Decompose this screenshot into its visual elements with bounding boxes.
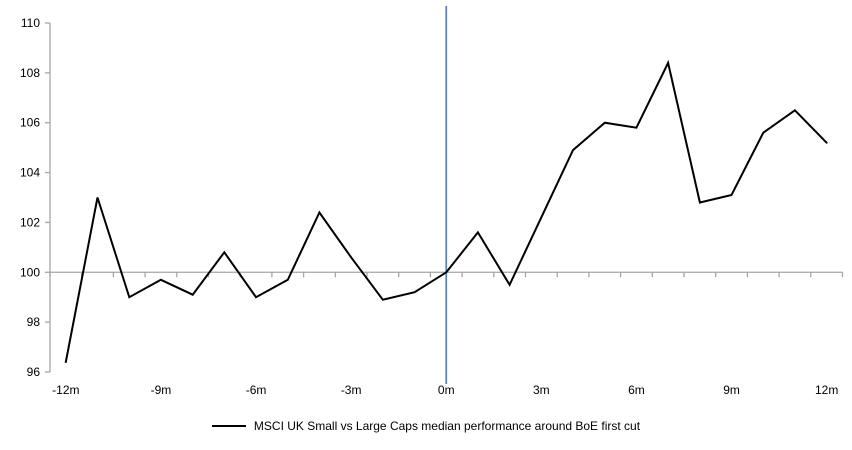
x-axis-tick-label: -9m (151, 383, 172, 397)
y-axis-tick-label: 98 (27, 315, 41, 329)
x-axis-tick-label: -12m (52, 383, 79, 397)
y-axis-tick-label: 110 (21, 16, 40, 30)
x-axis-tick-label: 9m (723, 383, 740, 397)
legend-label: MSCI UK Small vs Large Caps median perfo… (253, 419, 641, 433)
x-axis-tick-label: -3m (341, 383, 362, 397)
y-axis-tick-label: 100 (20, 265, 40, 279)
chart-legend: MSCI UK Small vs Large Caps median perfo… (0, 416, 852, 436)
x-axis-tick-label: -6m (246, 383, 267, 397)
series-line (64, 59, 828, 363)
x-axis-tick-label: 3m (533, 383, 550, 397)
y-axis-tick-label: 102 (20, 215, 40, 229)
legend-line-swatch (211, 425, 246, 427)
x-axis-tick-label: 12m (815, 383, 838, 397)
y-axis-tick-label: 104 (20, 166, 40, 180)
y-axis-tick-label: 96 (27, 365, 41, 379)
x-axis-tick-label: 6m (628, 383, 645, 397)
y-axis-tick-label: 108 (20, 66, 40, 80)
x-axis-tick-label: 0m (438, 383, 455, 397)
y-axis-tick-label: 106 (20, 116, 40, 130)
